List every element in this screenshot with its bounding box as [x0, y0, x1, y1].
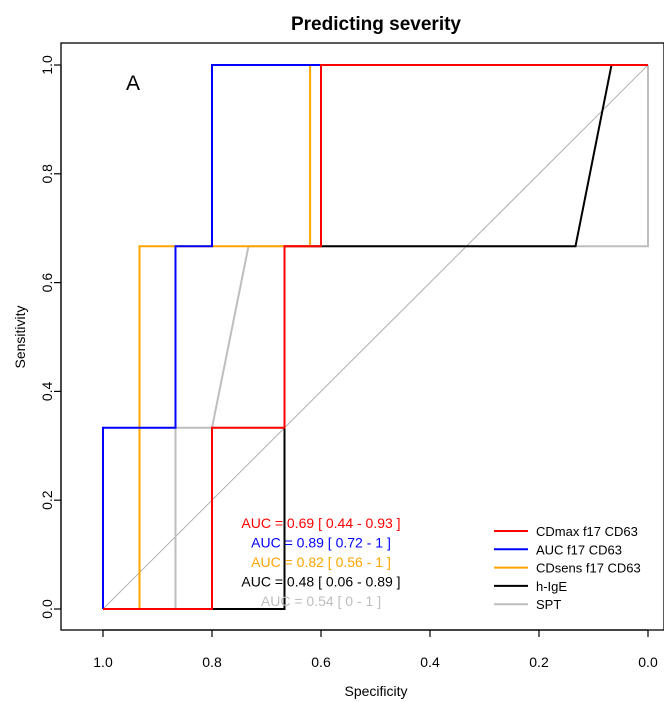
- auc-annotation: AUC = 0.82 [ 0.56 - 1 ]: [251, 554, 391, 570]
- x-tick-label: 0.2: [529, 654, 549, 670]
- y-tick-label: 0.4: [39, 381, 55, 401]
- auc-annotation: AUC = 0.54 [ 0 - 1 ]: [261, 593, 381, 609]
- legend-label: SPT: [536, 597, 561, 612]
- auc-annotation: AUC = 0.69 [ 0.44 - 0.93 ]: [241, 515, 400, 531]
- y-tick-label: 0.6: [39, 273, 55, 293]
- x-tick-label: 0.8: [202, 654, 222, 670]
- y-tick-label: 0.2: [39, 490, 55, 510]
- x-tick-label: 0.6: [311, 654, 331, 670]
- legend-label: CDsens f17 CD63: [536, 561, 641, 576]
- y-tick-label: 0.0: [39, 599, 55, 619]
- x-tick-label: 0.0: [638, 654, 658, 670]
- y-axis-label: Sensitivity: [12, 305, 28, 368]
- auc-annotation: AUC = 0.89 [ 0.72 - 1 ]: [251, 535, 391, 551]
- y-tick-label: 1.0: [39, 55, 55, 75]
- roc-line-cdmax-f17-cd63: [103, 64, 648, 610]
- roc-line-auc-f17-cd63: [102, 64, 648, 609]
- legend-label: CDmax f17 CD63: [536, 524, 638, 539]
- x-axis-label: Specificity: [344, 683, 407, 699]
- x-tick-label: 1.0: [93, 654, 113, 670]
- legend-label: h-IgE: [536, 579, 567, 594]
- auc-annotation: AUC = 0.48 [ 0.06 - 0.89 ]: [241, 574, 400, 590]
- panel-label: A: [126, 72, 140, 95]
- reference-diagonal: [102, 64, 649, 610]
- legend-label: AUC f17 CD63: [536, 542, 622, 557]
- x-tick-label: 0.4: [420, 654, 440, 670]
- chart-title: Predicting severity: [291, 14, 461, 35]
- y-tick-label: 0.8: [39, 164, 55, 184]
